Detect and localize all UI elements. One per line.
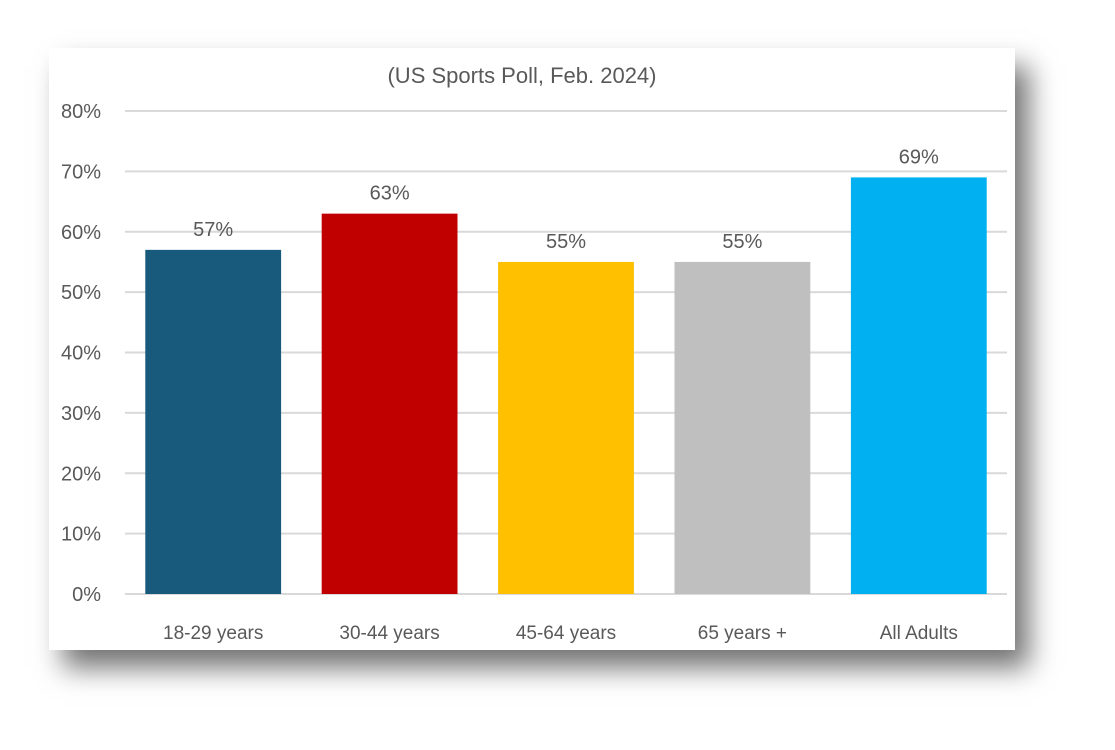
y-tick-label: 20% [61,463,101,485]
bar-chart: (US Sports Poll, Feb. 2024) 0% 10% 20% 30% 4… [61,63,1007,644]
bars [145,177,987,595]
y-tick-label: 40% [61,343,101,365]
y-tick-label: 60% [61,222,101,244]
chart-card: (US Sports Poll, Feb. 2024) 0% 10% 20% 30% 4… [49,48,1015,650]
bar [498,261,634,594]
y-tick-label: 30% [61,403,101,425]
bar [674,261,811,594]
data-label: 55% [546,231,586,253]
x-tick-label: 18-29 years [163,623,263,644]
y-tick-label: 70% [61,161,101,183]
data-label: 57% [193,219,233,241]
x-tick-label: 45-64 years [516,623,616,644]
data-label: 55% [722,231,762,253]
bar [850,177,987,594]
data-label: 69% [899,146,939,168]
data-labels: 57% 63% 55% 55% 69% [193,146,939,253]
bar [321,213,458,594]
chart-title: (US Sports Poll, Feb. 2024) [387,63,656,88]
y-tick-label: 10% [61,524,101,546]
data-label: 63% [370,183,410,205]
x-axis: 18-29 years 30-44 years 45-64 years 65 year… [163,623,958,644]
x-tick-label: 30-44 years [339,623,439,644]
y-tick-label: 80% [61,101,101,123]
bar [145,249,282,595]
y-tick-label: 0% [72,584,101,606]
y-axis: 0% 10% 20% 30% 40% 50% 60% 70% 80% [61,101,101,606]
x-tick-label: All Adults [880,623,958,644]
x-tick-label: 65 years + [698,623,787,644]
y-tick-label: 50% [61,282,101,304]
